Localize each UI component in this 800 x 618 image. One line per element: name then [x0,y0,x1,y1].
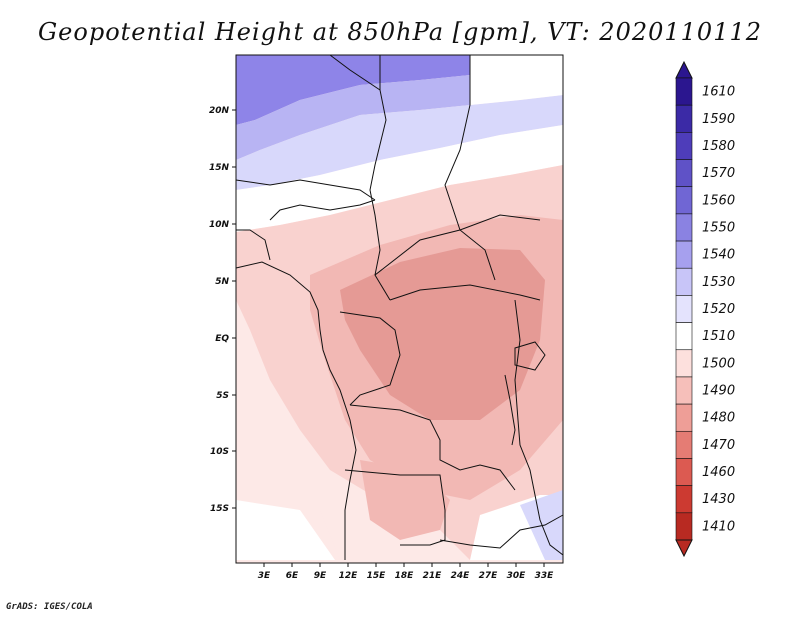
border-line-1 [369,55,391,301]
colorbar-swatch [675,77,693,106]
colorbar-label: 1530 [702,275,735,290]
colorbar-label: 1520 [702,302,735,317]
colorbar-label: 1560 [702,193,735,208]
x-axis: 3E 6E 9E 12E 15E 18E 21E 24E 27E 30E 33E [258,563,554,581]
colorbar-swatch [675,159,693,188]
map-panel: 3E 6E 9E 12E 15E 18E 21E 24E 27E 30E 33E… [209,54,564,581]
shade-low-south [360,460,450,540]
colorbar-label: 1500 [702,356,735,371]
shade-northeast-white [470,55,563,105]
colorbar-swatch [675,322,693,351]
y-axis: 20N 15N 10N 5N EQ 5S 10S 15S [209,106,236,514]
x-tick-label: 18E [395,571,415,581]
colorbar-label: 1540 [702,248,735,263]
x-tick-label: 33E [535,571,555,581]
border-line-4 [235,179,376,201]
y-tick-label: 5S [216,391,229,401]
colorbar-label: 1590 [702,112,735,127]
x-tick-label: 12E [339,571,359,581]
map-frame [235,54,564,564]
x-tick-label: 27E [479,571,499,581]
y-tick-label: 15S [210,504,229,514]
colorbar-swatch [675,349,693,378]
border-line-13 [269,199,376,221]
x-tick-label: 15E [367,571,387,581]
colorbar-swatch [675,186,693,215]
shade-very-low [340,248,545,420]
colorbar-swatch [675,512,693,541]
colorbar-swatch [675,267,693,296]
colorbar-label: 1490 [702,384,735,399]
border-line-8 [349,404,516,491]
colorbar-label: 1610 [702,85,735,100]
y-tick-label: EQ [215,334,229,344]
colorbar-label: 1550 [702,220,735,235]
colorbar: 1610 1590 1580 1570 1560 1550 1540 1530 1520 1510… [675,60,735,558]
y-tick-label: 5N [215,277,229,287]
x-tick-label: 6E [286,571,299,581]
colorbar-top-arrow [675,60,693,79]
chart-title: Geopotential Height at 850hPa [gpm], VT:… [38,18,762,46]
border-line-10 [514,299,564,556]
grads-credit: GrADS: IGES/COLA [6,602,93,612]
colorbar-label: 1470 [702,438,735,453]
colorbar-label: 1410 [702,519,735,534]
shade-neutral [236,125,563,232]
y-tick-label: 15N [209,163,230,173]
colorbar-label: 1430 [702,492,735,507]
y-tick-label: 10S [210,447,229,457]
shade-cool-1 [236,95,563,190]
lake-tanganyika [504,374,516,446]
colorbar-swatch [675,132,693,160]
x-tick-label: 24E [451,571,471,581]
x-tick-label: 21E [423,571,443,581]
border-line-9 [344,469,446,546]
colorbar-swatch [675,376,693,405]
colorbar-label: 1580 [702,139,735,154]
colorbar-swatch [675,485,693,514]
colorbar-label: 1510 [702,329,735,344]
border-line-5 [374,214,541,276]
colorbar-label: 1480 [702,411,735,426]
lake-victoria [514,341,546,371]
x-tick-label: 30E [507,571,527,581]
colorbar-swatch [675,458,693,486]
shade-southwest-white [236,500,335,560]
colorbar-swatch [675,430,693,459]
border-line-11 [439,514,564,549]
x-tick-label: 3E [258,571,271,581]
shade-cool-3 [236,55,470,125]
y-tick-label: 10N [209,220,230,230]
border-line-12 [236,229,271,261]
colorbar-label: 1570 [702,166,735,181]
border-line-6 [389,284,541,301]
colorbar-swatch [675,213,693,242]
y-tick-label: 20N [209,106,230,116]
colorbar-swatch [675,104,693,133]
colorbar-bottom-arrow [675,539,693,558]
border-line-7 [339,311,401,406]
shade-cool-2 [236,75,470,160]
colorbar-label: 1460 [702,465,735,480]
coastline-west [235,261,357,560]
colorbar-swatch [675,295,693,323]
border-line-2 [444,55,496,281]
colorbar-swatch [675,240,693,269]
x-tick-label: 9E [314,571,327,581]
border-line-3 [329,54,381,91]
colorbar-swatch [675,403,693,432]
borders [235,54,564,560]
